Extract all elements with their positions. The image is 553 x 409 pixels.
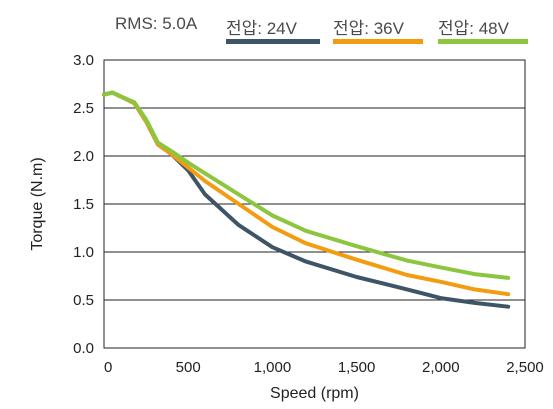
x-tick-labels: 0 500 1,000 1,500 2,000 2,500 bbox=[104, 359, 544, 376]
legend-swatch-48v bbox=[438, 39, 528, 44]
chart-legend: RMS: 5.0A 전압: 24V 전압: 36V 전압: 48V bbox=[0, 14, 553, 50]
y-tick-label: 1.5 bbox=[73, 196, 94, 213]
x-tick-label: 1,000 bbox=[254, 359, 292, 376]
y-tick-labels: 0.0 0.5 1.0 1.5 2.0 2.5 3.0 bbox=[73, 52, 94, 357]
legend-swatch-24v bbox=[226, 39, 320, 44]
y-tick-label: 3.0 bbox=[73, 52, 94, 69]
y-tick-label: 1.0 bbox=[73, 244, 94, 261]
x-tick-label: 1,500 bbox=[338, 359, 376, 376]
grid-lines bbox=[104, 59, 525, 349]
legend-item-36v: 전압: 36V bbox=[333, 19, 404, 38]
legend-item-48v: 전압: 48V bbox=[438, 19, 509, 38]
y-tick-label: 2.5 bbox=[73, 100, 94, 117]
legend-item-24v: 전압: 24V bbox=[226, 19, 297, 38]
x-tick-label: 2,500 bbox=[506, 359, 544, 376]
y-tick-label: 0.0 bbox=[73, 340, 94, 357]
legend-heading: RMS: 5.0A bbox=[115, 14, 198, 33]
y-tick-label: 2.0 bbox=[73, 148, 94, 165]
y-tick-label: 0.5 bbox=[73, 292, 94, 309]
plot-border bbox=[103, 59, 526, 349]
series-lines bbox=[102, 90, 511, 309]
series-line-0 bbox=[102, 90, 511, 309]
x-axis-title: Speed (rpm) bbox=[270, 385, 359, 402]
y-axis-title: Torque (N.m) bbox=[29, 157, 46, 250]
series-line-2 bbox=[102, 90, 511, 280]
x-tick-label: 0 bbox=[104, 359, 112, 376]
series-line-1 bbox=[102, 90, 511, 297]
x-tick-label: 2,000 bbox=[422, 359, 460, 376]
legend-swatch-36v bbox=[333, 39, 423, 44]
x-tick-label: 500 bbox=[176, 359, 201, 376]
